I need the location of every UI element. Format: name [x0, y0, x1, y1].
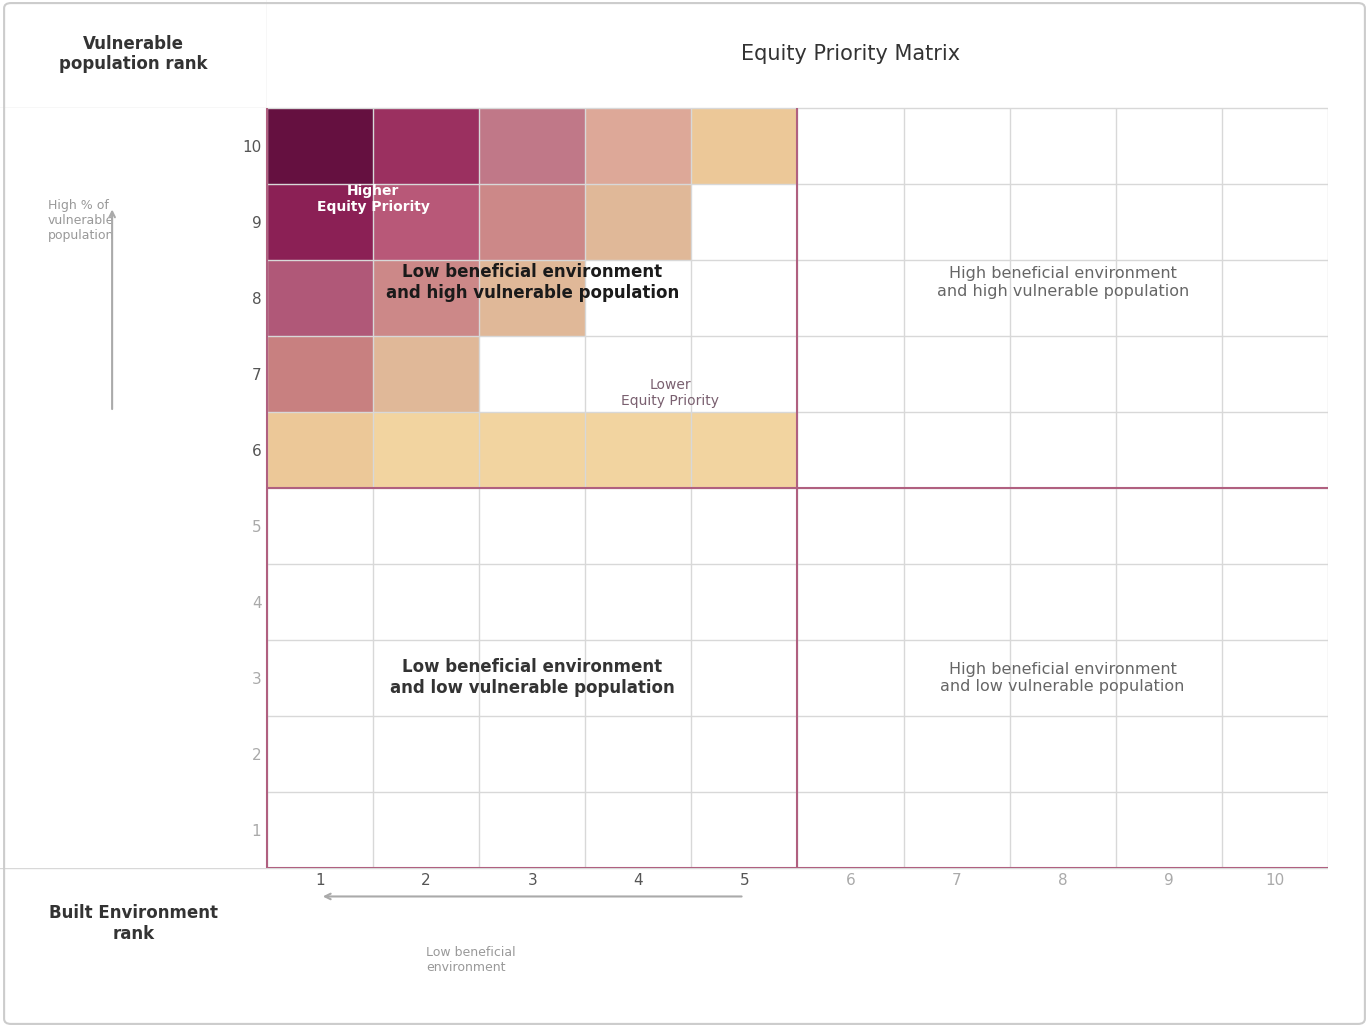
- Bar: [372, 412, 479, 488]
- Bar: [267, 412, 372, 488]
- Bar: [372, 336, 479, 412]
- Bar: [479, 260, 586, 336]
- Bar: [372, 260, 479, 336]
- Text: Low beneficial
environment: Low beneficial environment: [426, 946, 516, 975]
- Bar: [586, 184, 691, 260]
- Text: High beneficial environment
and low vulnerable population: High beneficial environment and low vuln…: [941, 661, 1186, 694]
- Bar: [691, 412, 798, 488]
- Text: Built Environment
rank: Built Environment rank: [49, 904, 218, 943]
- Bar: [267, 336, 372, 412]
- Text: Low beneficial environment
and low vulnerable population: Low beneficial environment and low vulne…: [390, 658, 675, 697]
- Text: Higher
Equity Priority: Higher Equity Priority: [316, 184, 430, 215]
- Bar: [267, 108, 372, 184]
- Text: High % of
vulnerable
population: High % of vulnerable population: [48, 199, 115, 242]
- Bar: [372, 184, 479, 260]
- Text: Equity Priority Matrix: Equity Priority Matrix: [741, 44, 960, 64]
- Bar: [267, 184, 372, 260]
- Bar: [267, 260, 372, 336]
- Text: Vulnerable
population rank: Vulnerable population rank: [59, 35, 208, 73]
- Bar: [586, 412, 691, 488]
- Text: Low beneficial environment
and high vulnerable population: Low beneficial environment and high vuln…: [386, 263, 679, 302]
- Bar: [479, 108, 586, 184]
- Bar: [586, 108, 691, 184]
- Text: Lower
Equity Priority: Lower Equity Priority: [622, 378, 719, 408]
- Text: High beneficial environment
and high vulnerable population: High beneficial environment and high vul…: [936, 266, 1188, 299]
- Bar: [479, 184, 586, 260]
- Bar: [372, 108, 479, 184]
- Bar: [479, 412, 586, 488]
- Bar: [691, 108, 798, 184]
